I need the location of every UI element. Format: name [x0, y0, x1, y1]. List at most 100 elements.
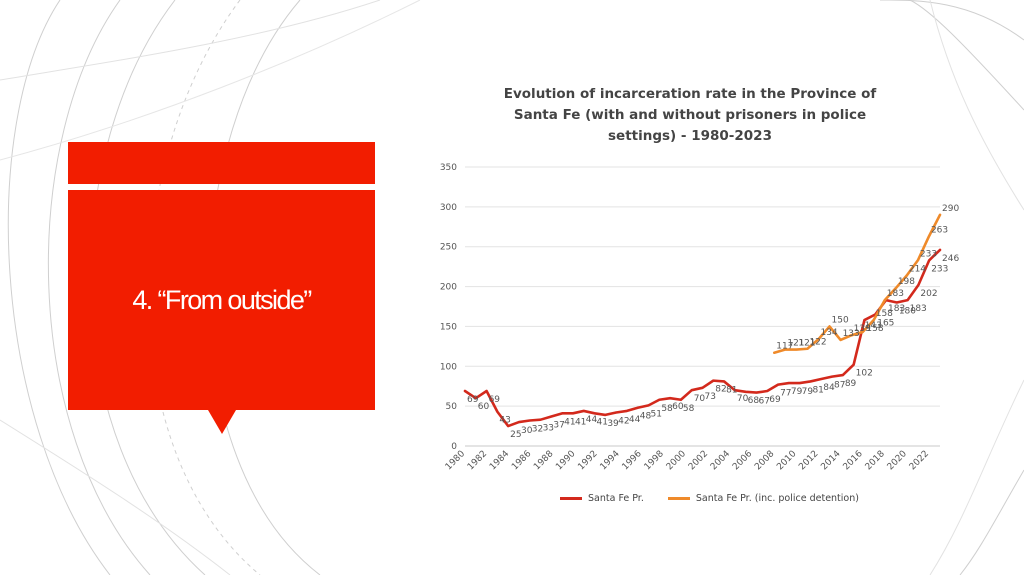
data-point-s1-9 — [561, 412, 563, 415]
data-point-s1-1 — [474, 397, 477, 399]
x-tick-label-2022: 2022 — [908, 449, 931, 472]
data-label-s1-9: 41 — [564, 417, 575, 427]
series-line-2 — [773, 213, 942, 355]
x-tick-label-2016: 2016 — [842, 449, 865, 472]
x-tick-label-2014: 2014 — [819, 449, 842, 472]
data-label-s1-44: 246 — [942, 254, 959, 264]
data-point-s1-33 — [820, 378, 823, 380]
data-point-s1-34 — [831, 375, 833, 378]
x-tick-label-2018: 2018 — [864, 449, 887, 472]
data-point-s2-2 — [795, 348, 798, 351]
data-label-s2-10: 183 — [887, 289, 904, 299]
data-point-s1-6 — [528, 419, 531, 422]
data-label-s1-18: 58 — [661, 404, 673, 414]
x-tick-label-2020: 2020 — [886, 449, 909, 472]
data-label-s1-29: 77 — [780, 389, 791, 399]
data-label-s1-36: 102 — [856, 369, 873, 379]
chart-legend: Santa Fe Pr. Santa Fe Pr. (inc. police d… — [560, 490, 883, 506]
data-point-s1-13 — [604, 414, 607, 416]
data-label-s1-40: 180 — [899, 307, 916, 317]
data-point-s2-12 — [906, 274, 908, 277]
data-point-s1-15 — [626, 410, 628, 412]
x-tick-label-1984: 1984 — [488, 449, 511, 472]
data-point-s1-23 — [712, 379, 715, 382]
legend-item-santa-fe-police: Santa Fe Pr. (inc. police detention) — [667, 492, 859, 504]
data-label-s1-12: 41 — [597, 417, 608, 427]
x-tick-label-1988: 1988 — [532, 449, 555, 472]
data-point-s2-15 — [939, 214, 941, 216]
data-point-s1-37 — [863, 319, 866, 321]
chart-title-line-2: Santa Fe (with and without prisoners in … — [513, 107, 867, 123]
data-label-s2-9: 158 — [876, 309, 893, 319]
data-point-s1-8 — [550, 415, 553, 418]
data-label-s1-16: 48 — [640, 412, 652, 422]
data-label-s2-8: 143 — [865, 321, 882, 331]
data-label-s1-14: 42 — [618, 417, 629, 427]
data-label-s1-43: 233 — [931, 264, 948, 274]
data-label-s1-20: 58 — [683, 404, 695, 414]
accent-bar — [68, 142, 375, 184]
data-point-s1-0 — [464, 390, 466, 392]
data-point-s1-24 — [723, 380, 725, 383]
data-label-s1-33: 84 — [823, 383, 835, 393]
data-point-s1-3 — [496, 410, 499, 413]
data-label-s1-39: 183 — [888, 304, 905, 314]
y-tick-label-100: 100 — [440, 362, 457, 372]
data-label-s1-41: 183 — [910, 304, 927, 314]
chart-title: Evolution of incarceration rate in the P… — [480, 84, 900, 147]
y-tick-label-250: 250 — [440, 243, 457, 253]
data-point-s1-25 — [734, 389, 736, 392]
data-label-s2-14: 263 — [931, 225, 948, 235]
data-label-s1-24: 81 — [726, 385, 737, 395]
x-tick-label-1992: 1992 — [576, 449, 599, 472]
legend-label-santa-fe: Santa Fe Pr. — [588, 492, 644, 504]
chart-title-line-1: Evolution of incarceration rate in the P… — [503, 86, 877, 102]
section-title-panel — [68, 190, 375, 410]
data-point-s1-32 — [809, 380, 812, 383]
data-label-s2-7: 139 — [854, 324, 871, 334]
data-point-s1-4 — [507, 425, 509, 427]
data-label-s1-38: 165 — [877, 318, 894, 328]
data-point-s1-18 — [658, 398, 661, 401]
data-point-s1-31 — [798, 382, 801, 384]
data-point-s2-8 — [861, 331, 864, 333]
data-point-s1-26 — [744, 390, 747, 393]
data-label-s1-42: 202 — [920, 289, 937, 299]
data-point-s1-28 — [766, 390, 769, 392]
data-label-s2-6: 133 — [843, 329, 860, 339]
y-tick-label-50: 50 — [446, 402, 458, 412]
legend-label-santa-fe-police: Santa Fe Pr. (inc. police detention) — [695, 492, 859, 504]
data-point-s2-11 — [895, 287, 897, 289]
x-tick-label-1990: 1990 — [554, 449, 577, 472]
data-point-s1-19 — [669, 397, 671, 399]
data-label-s1-27: 67 — [758, 397, 769, 407]
data-point-s1-40 — [896, 301, 898, 304]
legend-swatch-santa-fe-police — [667, 496, 690, 500]
data-point-s2-3 — [806, 347, 809, 350]
data-label-s1-17: 51 — [651, 409, 662, 419]
x-tick-label-1982: 1982 — [466, 449, 489, 472]
data-label-s2-15: 290 — [942, 204, 959, 214]
data-point-s1-30 — [788, 382, 790, 384]
data-point-s1-44 — [939, 249, 941, 251]
data-label-s1-10: 41 — [575, 417, 586, 427]
data-point-s1-22 — [701, 387, 704, 389]
data-label-s1-35: 89 — [845, 379, 857, 389]
data-label-s1-8: 37 — [553, 421, 564, 431]
y-tick-label-350: 350 — [440, 163, 457, 173]
data-label-s1-11: 44 — [586, 415, 598, 425]
data-label-s1-23: 82 — [715, 385, 726, 395]
data-point-s1-29 — [777, 383, 779, 386]
data-point-s2-7 — [850, 334, 853, 336]
data-point-s1-42 — [917, 284, 920, 286]
data-label-s1-37: 158 — [866, 324, 883, 334]
data-point-s2-6 — [839, 339, 842, 341]
data-point-s1-10 — [572, 412, 574, 415]
data-point-s1-21 — [690, 389, 693, 392]
data-point-s1-7 — [539, 418, 542, 421]
data-point-s2-14 — [928, 235, 930, 238]
data-label-s1-2: 69 — [489, 395, 501, 405]
data-label-s2-12: 214 — [909, 264, 926, 274]
y-tick-label-300: 300 — [440, 203, 457, 213]
